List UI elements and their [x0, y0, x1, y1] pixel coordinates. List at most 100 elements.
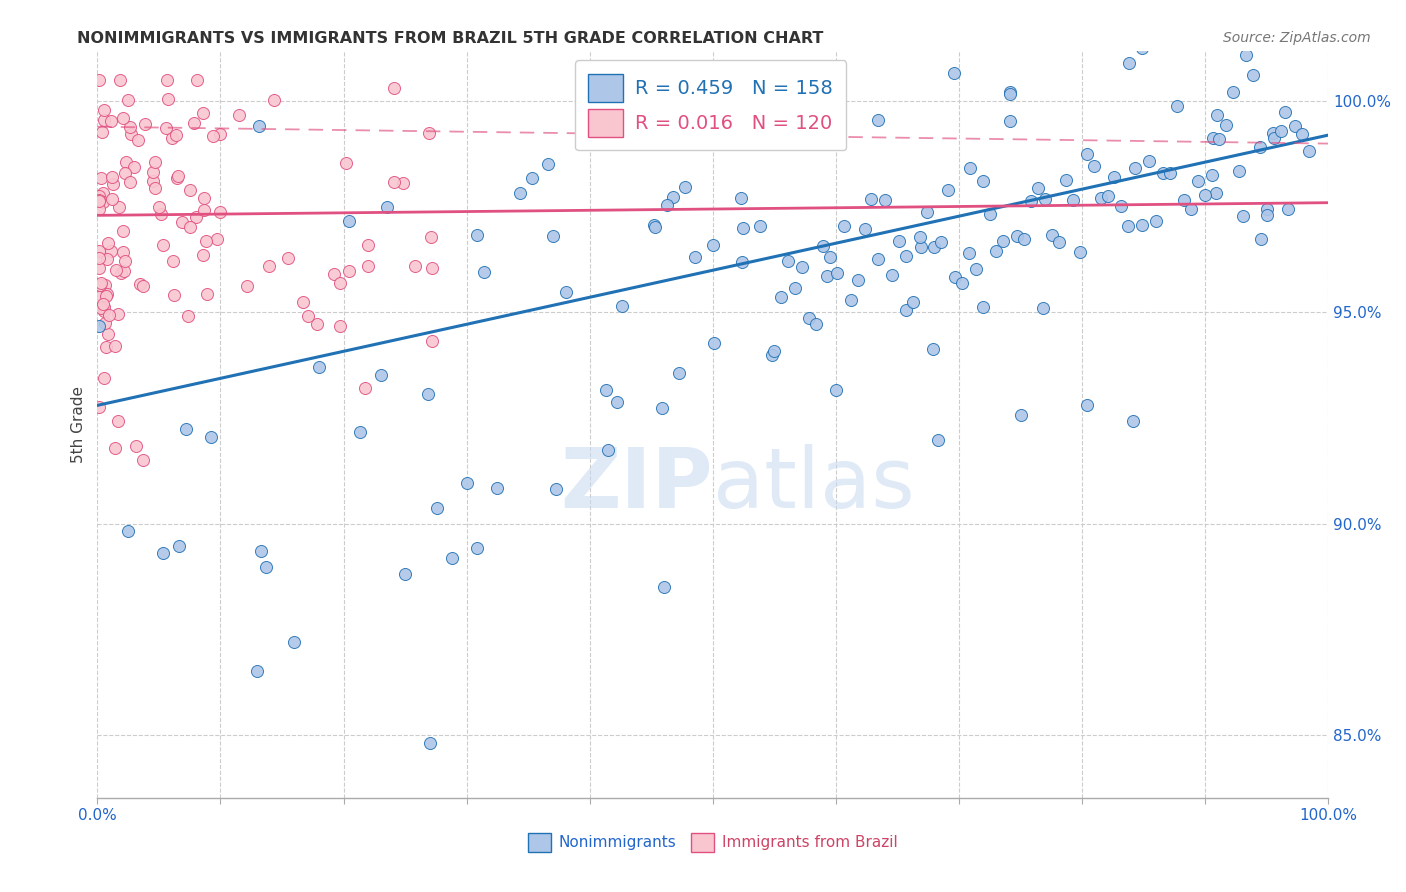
- Point: [93, 103, 115, 118]
- Point: [195, 287, 218, 301]
- Point: [283, 635, 305, 649]
- Point: [179, 220, 201, 235]
- Point: [1250, 231, 1272, 245]
- Point: [200, 430, 222, 444]
- Point: [104, 441, 127, 455]
- Point: [908, 230, 931, 244]
- Point: [104, 262, 127, 277]
- Point: [1097, 189, 1119, 203]
- Point: [1234, 48, 1257, 62]
- Point: [195, 234, 218, 248]
- Point: [811, 239, 834, 253]
- Point: [120, 127, 142, 141]
- Point: [127, 133, 149, 147]
- Point: [1033, 193, 1056, 207]
- Point: [520, 171, 543, 186]
- Point: [1123, 161, 1146, 175]
- Point: [125, 439, 148, 453]
- Point: [419, 230, 441, 244]
- Point: [1284, 120, 1306, 134]
- Point: [100, 244, 122, 258]
- Legend: Nonimmigrants, Immigrants from Brazil: Nonimmigrants, Immigrants from Brazil: [522, 827, 904, 858]
- Point: [257, 259, 280, 273]
- Point: [426, 500, 449, 515]
- Point: [472, 265, 495, 279]
- Point: [1122, 414, 1144, 428]
- Point: [120, 175, 142, 189]
- Point: [87, 251, 110, 265]
- Point: [643, 218, 665, 232]
- Point: [1144, 214, 1167, 228]
- Point: [235, 279, 257, 293]
- Point: [1298, 144, 1320, 158]
- Point: [825, 266, 848, 280]
- Point: [1040, 228, 1063, 243]
- Point: [537, 157, 560, 171]
- Point: [785, 281, 807, 295]
- Point: [132, 279, 155, 293]
- Point: [100, 114, 122, 128]
- Point: [263, 93, 285, 107]
- Point: [193, 106, 215, 120]
- Point: [93, 300, 115, 314]
- Point: [323, 267, 346, 281]
- Point: [875, 193, 897, 207]
- Point: [731, 221, 754, 235]
- Point: [143, 154, 166, 169]
- Point: [778, 254, 800, 268]
- Point: [337, 264, 360, 278]
- Point: [1130, 218, 1153, 232]
- Point: [509, 186, 531, 200]
- Point: [104, 339, 127, 353]
- Point: [418, 126, 440, 140]
- Point: [96, 287, 118, 301]
- Point: [896, 249, 918, 263]
- Point: [1032, 301, 1054, 315]
- Point: [93, 297, 115, 311]
- Point: [1000, 87, 1022, 101]
- Point: [150, 207, 173, 221]
- Point: [825, 383, 848, 397]
- Point: [156, 92, 179, 106]
- Point: [1205, 108, 1227, 122]
- Text: ZIP: ZIP: [560, 443, 713, 524]
- Point: [254, 560, 277, 574]
- Point: [1026, 180, 1049, 194]
- Point: [156, 73, 179, 87]
- Point: [896, 303, 918, 318]
- Point: [1090, 191, 1112, 205]
- Point: [685, 250, 707, 264]
- Point: [749, 219, 772, 234]
- Point: [111, 244, 134, 259]
- Point: [1229, 164, 1251, 178]
- Point: [108, 200, 131, 214]
- Point: [652, 580, 675, 594]
- Point: [87, 244, 110, 259]
- Point: [170, 215, 193, 229]
- Point: [979, 207, 1001, 221]
- Point: [96, 252, 118, 266]
- Point: [1194, 188, 1216, 202]
- Point: [111, 224, 134, 238]
- Point: [1137, 154, 1160, 169]
- Text: NONIMMIGRANTS VS IMMIGRANTS FROM BRAZIL 5TH GRADE CORRELATION CHART: NONIMMIGRANTS VS IMMIGRANTS FROM BRAZIL …: [77, 31, 824, 46]
- Point: [1263, 131, 1285, 145]
- Point: [910, 240, 932, 254]
- Point: [329, 319, 352, 334]
- Point: [357, 260, 380, 274]
- Text: atlas: atlas: [713, 443, 914, 524]
- Point: [1111, 199, 1133, 213]
- Point: [1159, 165, 1181, 179]
- Point: [124, 161, 146, 175]
- Point: [129, 277, 152, 291]
- Point: [93, 112, 115, 127]
- Point: [120, 120, 142, 135]
- Point: [690, 63, 713, 78]
- Point: [860, 192, 883, 206]
- Point: [972, 300, 994, 314]
- Point: [93, 186, 115, 201]
- Point: [114, 155, 136, 169]
- Point: [1263, 127, 1285, 141]
- Point: [201, 128, 224, 143]
- Point: [1010, 408, 1032, 422]
